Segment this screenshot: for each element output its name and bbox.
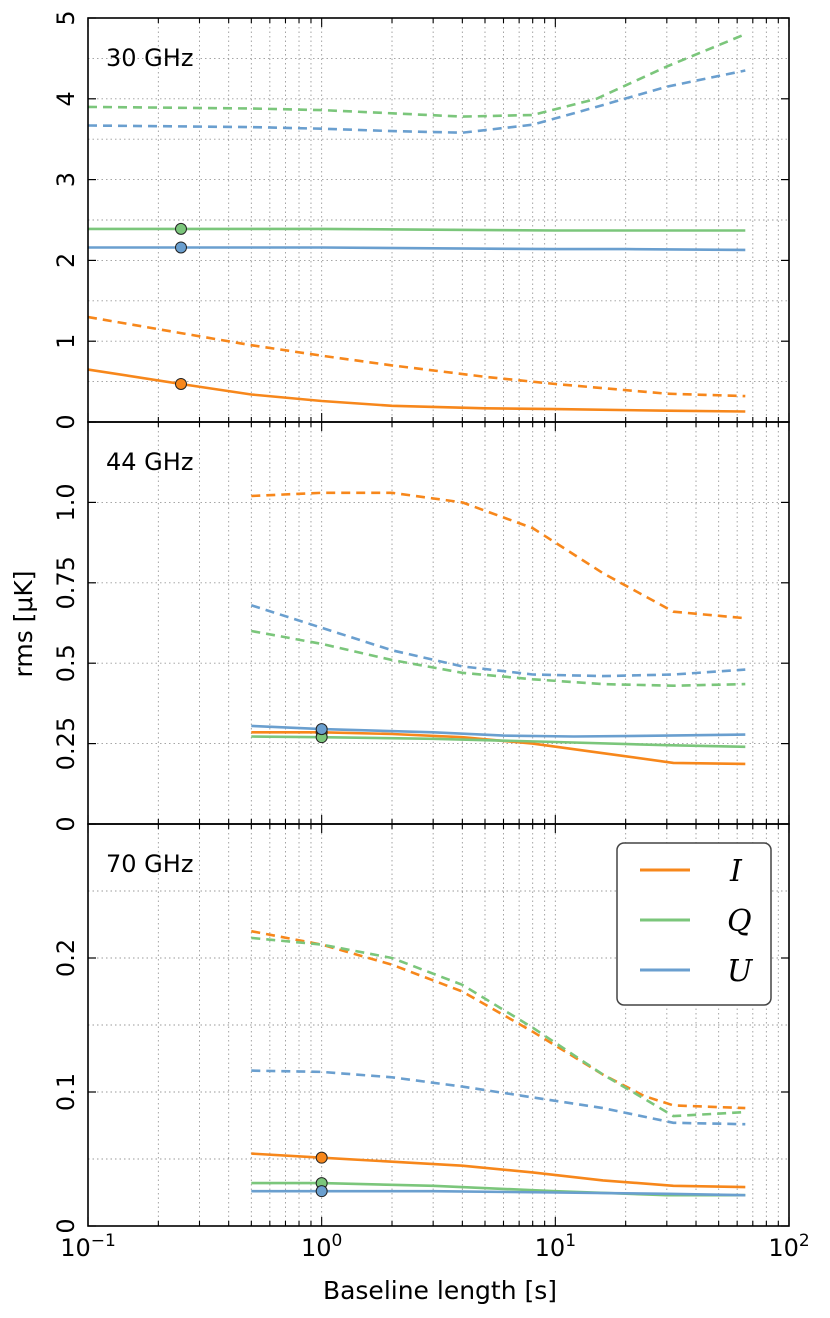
series-q-solid [251, 735, 746, 749]
y-tick-label: 2 [52, 253, 80, 268]
series-i-solid [88, 368, 746, 413]
series-q-dashed [88, 32, 746, 118]
series-u-dashed [250, 604, 746, 678]
series-u-solid [88, 246, 746, 252]
panel-label: 44 GHz [106, 448, 193, 476]
panel-1: 0 0.25 0.5 0.75 1.0 44 GHz [52, 421, 790, 832]
series-u-solid [251, 1189, 746, 1197]
panels-layer: 0 1 2 3 4 5 30 GHz 0 0.25 0.5 0.75 1.0 44 GHz 0 0.1 0.2… [52, 10, 810, 1262]
panel-0: 0 1 2 3 4 5 30 GHz [52, 10, 790, 430]
marker-u [315, 723, 328, 736]
x-tick-label: 101 [535, 1231, 576, 1262]
legend-label-u: U [727, 954, 754, 989]
panel-2: 0 0.1 0.2 70 GHz [52, 823, 790, 1234]
y-axis-title: rms [μK] [9, 571, 38, 678]
y-tick-label: 1 [52, 334, 80, 349]
panel-frame [87, 823, 790, 1227]
series-group [251, 929, 746, 1197]
series-u-dashed [251, 1069, 746, 1126]
series-i-dashed [88, 315, 746, 398]
y-tick-label: 0.2 [52, 939, 80, 977]
x-tick-label: 102 [768, 1231, 809, 1262]
y-tick-label: 0.75 [52, 556, 80, 609]
y-tick-label: 0 [52, 1218, 80, 1233]
y-tick-label: 5 [52, 10, 80, 25]
series-i-solid [251, 1152, 746, 1189]
marker-i [315, 1151, 328, 1164]
y-tick-label: 4 [52, 91, 80, 106]
series-q-dashed [251, 629, 746, 688]
x-axis-title: Baseline length [s] [323, 1276, 557, 1305]
y-tick-label: 0 [52, 816, 80, 831]
panel-label: 30 GHz [106, 44, 193, 72]
y-tick-label: 0.25 [52, 717, 80, 770]
marker-q [174, 222, 187, 235]
series-i-dashed [251, 491, 746, 620]
legend: I Q U [616, 842, 772, 1006]
marker-u [315, 1185, 328, 1198]
legend-label-i: I [729, 854, 743, 889]
panel-label: 70 GHz [106, 850, 193, 878]
series-group [250, 491, 746, 766]
series-q-solid [88, 227, 746, 232]
panel-frame [87, 17, 790, 423]
legend-label-q: Q [727, 904, 752, 939]
series-q-dashed [251, 936, 746, 1118]
marker-i [174, 378, 187, 391]
x-tick-label: 10−1 [60, 1231, 116, 1262]
y-tick-label: 1.0 [52, 483, 80, 521]
y-tick-label: 0.5 [52, 644, 80, 682]
y-tick-label: 0 [52, 414, 80, 429]
y-tick-label: 3 [52, 172, 80, 187]
x-tick-label: 100 [301, 1231, 342, 1262]
series-u-dashed [88, 69, 746, 134]
series-group [88, 32, 746, 413]
legend-frame [616, 842, 772, 1006]
marker-u [174, 241, 187, 254]
y-tick-label: 0.1 [52, 1073, 80, 1111]
series-i-dashed [251, 929, 746, 1110]
